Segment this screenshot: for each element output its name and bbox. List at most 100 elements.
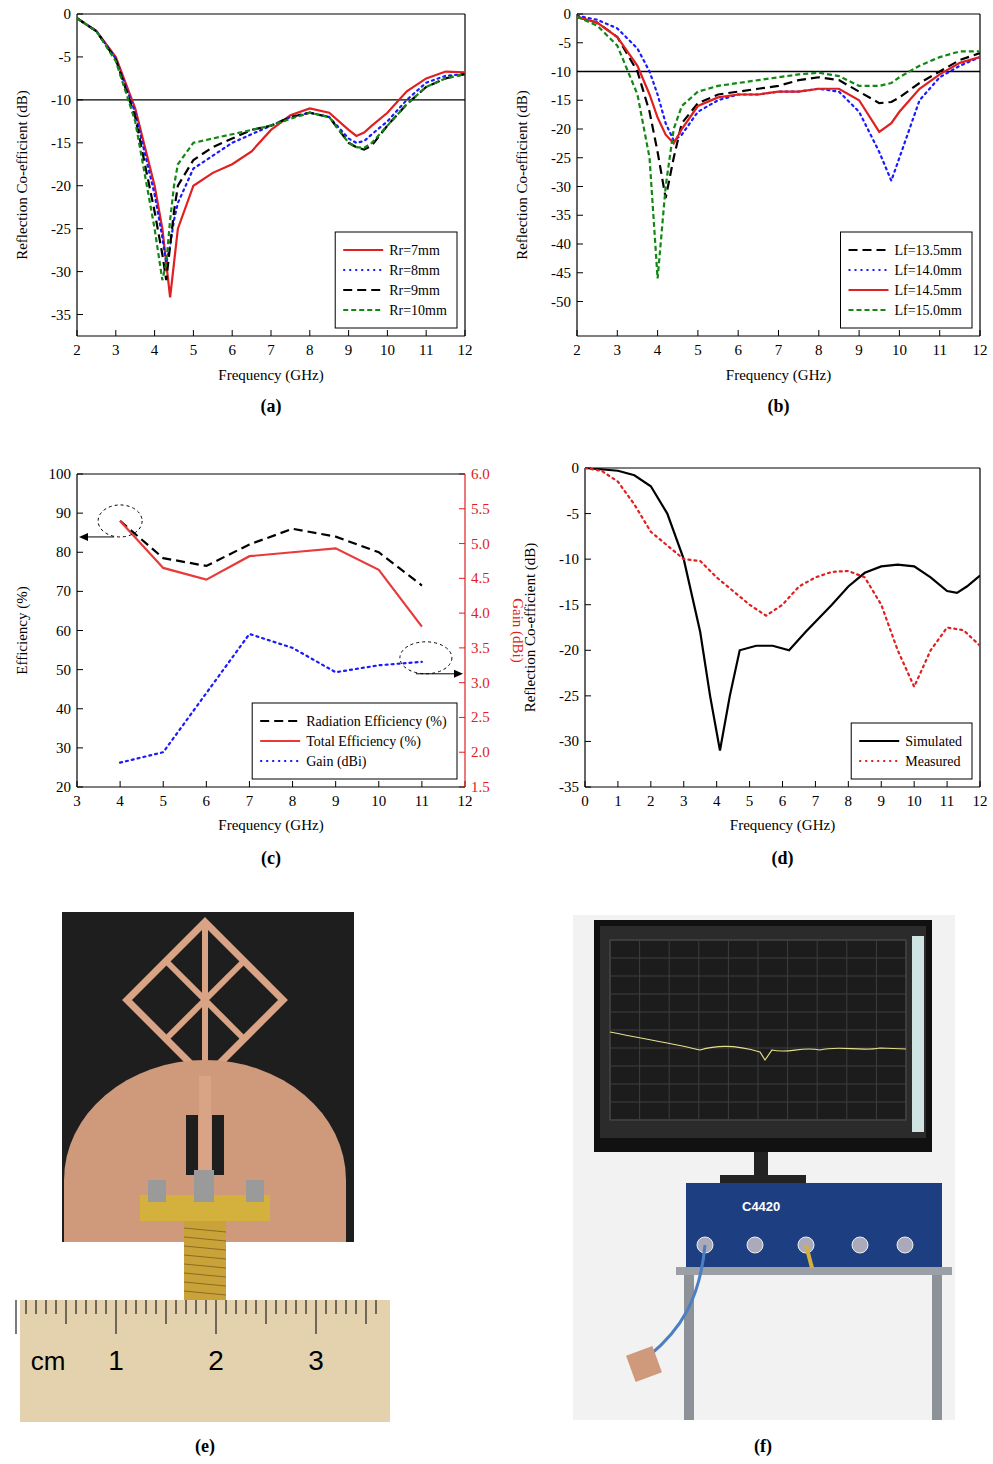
legend-swatch [343,249,383,251]
x-tick-label: 0 [581,793,589,809]
panel-label: (e) [195,1436,215,1457]
x-tick-label: 10 [892,342,907,358]
frame-top [577,13,980,14]
cable [650,1245,705,1355]
frame-right [464,14,465,336]
ruler-tick [325,1300,326,1314]
screen-trace [610,1032,906,1060]
x-tick [657,330,658,336]
x-tick-label: 11 [415,793,429,809]
slot [212,1115,224,1175]
x-tick-label: 7 [812,793,820,809]
x-tick-label: 7 [246,793,254,809]
antenna-photo: cm123(e) [16,912,390,1457]
x-tick-label: 9 [855,342,863,358]
frame-top [77,473,465,474]
y2-tick-label: 2.0 [471,744,490,760]
ruler-tick [205,1300,206,1314]
x-axis [77,786,465,787]
ruler-tick [135,1300,136,1314]
x-tick-label: 3 [112,342,120,358]
x-tick-label: 10 [380,342,395,358]
series-line [577,17,980,144]
x-tick [292,781,293,787]
y-tick [577,301,583,302]
x-tick [782,781,783,787]
x-tick [899,330,900,336]
y-tick-label: 70 [56,583,71,599]
y-tick [77,669,83,670]
x-tick [815,781,816,787]
ruler-tick [145,1300,146,1314]
plot-area [585,468,980,751]
x-axis-title: Frequency (GHz) [218,367,323,384]
x-tick [914,781,915,787]
thread-line [184,1273,226,1277]
legend-label: Total Efficiency (%) [306,734,421,750]
y-tick-label: -50 [551,294,571,310]
x-tick-label: 7 [267,342,275,358]
y-tick [577,244,583,245]
ruler-tick [105,1300,106,1314]
series-line [77,18,465,263]
x-axis-title: Frequency (GHz) [726,367,831,384]
y-tick-label: -10 [551,64,571,80]
patch-strip [166,961,244,1039]
ruler-tick [15,1300,16,1334]
x-tick [683,781,684,787]
y2-tick [459,752,465,753]
x-tick [232,330,233,336]
y-tick-label: -15 [51,135,71,151]
panel-label: (b) [768,396,790,417]
x-tick [818,330,819,336]
x-tick [650,781,651,787]
x-tick [778,330,779,336]
y2-tick [459,613,465,614]
x-tick-label: 7 [775,342,783,358]
x-tick-label: 6 [779,793,787,809]
annotation-ellipse [98,505,142,537]
y-tick [577,272,583,273]
x-tick [859,330,860,336]
x-tick-label: 10 [371,793,386,809]
x-tick [947,781,948,787]
table-top [676,1267,952,1275]
x-tick-label: 2 [573,342,581,358]
x-axis [585,786,980,787]
legend-swatch [849,269,889,271]
legend-label: Lf=14.0mm [895,263,962,278]
x-tick-label: 12 [458,342,473,358]
ruler-tick [335,1300,336,1314]
legend-swatch [859,760,899,762]
y2-tick [459,578,465,579]
chart-panel: 345678910111220304050607080901001.52.02.… [14,466,526,869]
frame-right [979,14,980,336]
y-tick-label: -15 [559,597,579,613]
thread-line [184,1228,226,1232]
x-tick [206,781,207,787]
x-tick-label: 6 [734,342,742,358]
x-tick [115,330,116,336]
legend-label: Lf=14.5mm [895,283,962,298]
antenna-under-test [626,1346,662,1382]
chart-panel: 01234567891011120-5-10-15-20-25-30-35Fre… [522,460,988,869]
x-axis [577,335,980,336]
vna [686,1183,942,1267]
screen-grid [610,958,906,959]
x-tick [309,330,310,336]
legend-swatch [849,249,889,251]
ruler-label: 1 [108,1345,124,1376]
x-axis [77,335,465,336]
y-tick-label: -20 [51,178,71,194]
y-tick-label: -25 [559,688,579,704]
ruler-tick [265,1300,266,1324]
ruler-tick [285,1300,286,1314]
y-tick-label: 20 [56,779,71,795]
panel-label: (f) [754,1436,772,1457]
y2-tick [459,717,465,718]
y-tick [77,513,83,514]
ruler-tick [305,1300,306,1314]
series-line [77,18,465,297]
substrate [62,912,354,1242]
y-tick [77,271,83,272]
